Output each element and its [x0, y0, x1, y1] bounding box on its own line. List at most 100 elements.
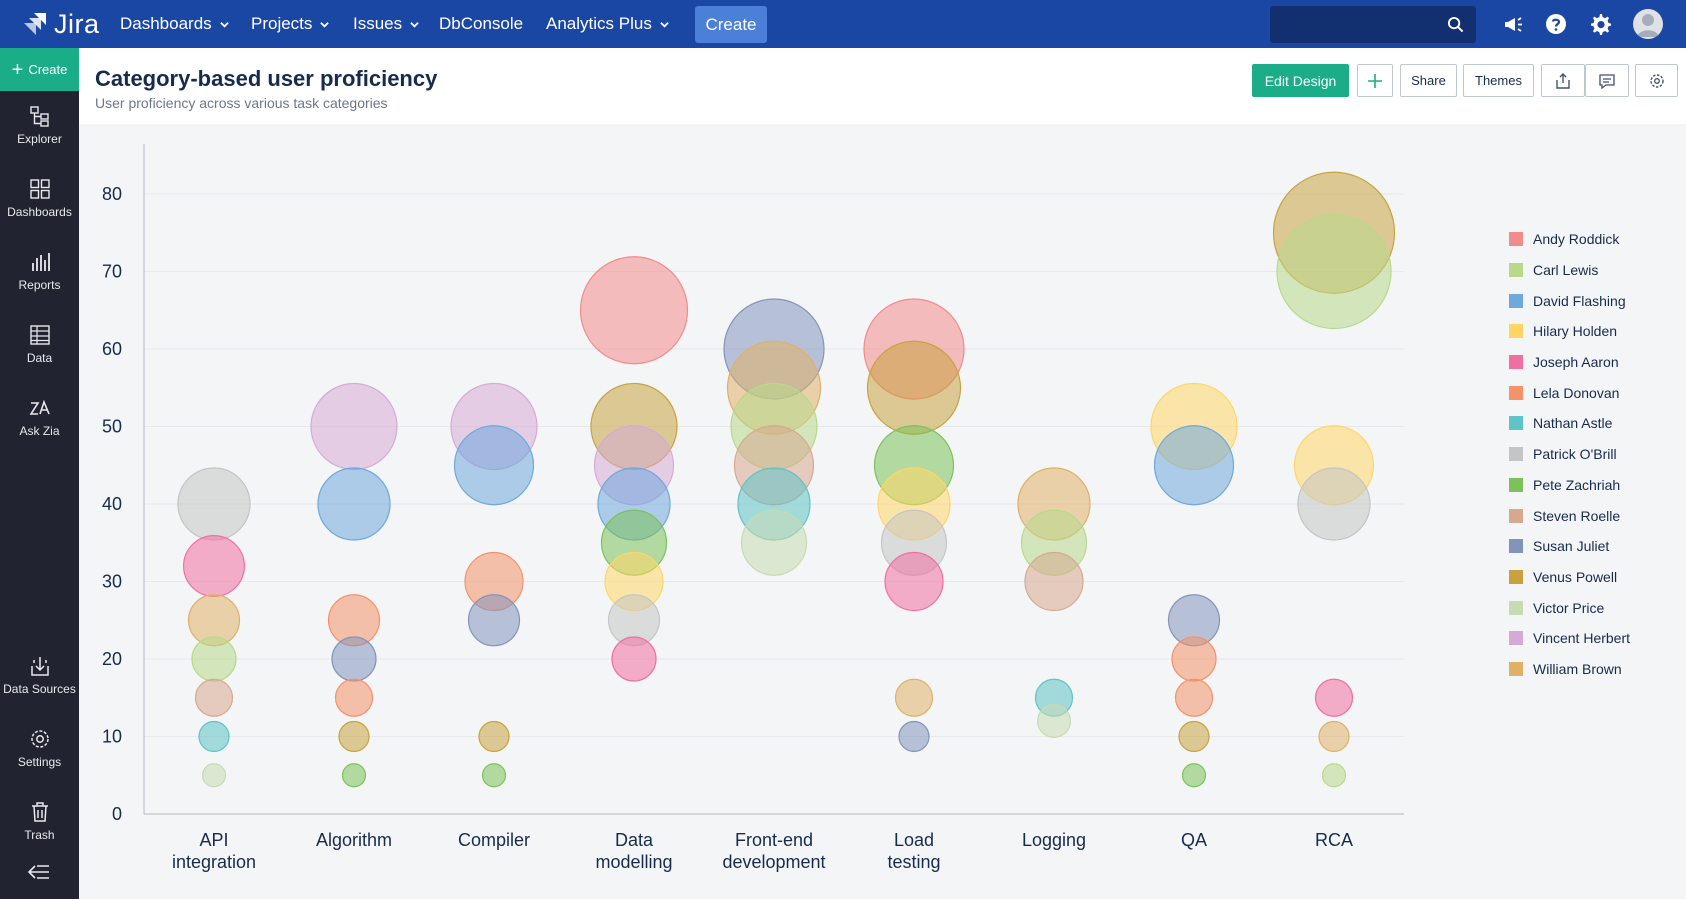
legend-item[interactable]: Joseph Aaron	[1509, 347, 1685, 378]
bubble-point[interactable]	[1276, 213, 1392, 330]
legend-item[interactable]: Carl Lewis	[1509, 255, 1685, 286]
bubble-point[interactable]	[1318, 720, 1350, 753]
sidebar-item-settings[interactable]: Settings	[0, 721, 79, 785]
legend-item[interactable]: Nathan Astle	[1509, 408, 1685, 439]
legend-item[interactable]: Venus Powell	[1509, 562, 1685, 593]
data-sources-icon	[30, 657, 49, 676]
legend-item[interactable]: Steven Roelle	[1509, 500, 1685, 531]
nav-projects[interactable]: Projects	[251, 0, 330, 48]
bubble-point[interactable]	[467, 594, 521, 647]
export-button[interactable]	[1541, 64, 1585, 97]
legend-swatch	[1509, 600, 1523, 615]
nav-issues-label: Issues	[353, 14, 403, 33]
bubble-point[interactable]	[338, 720, 370, 753]
bubble-point[interactable]	[1036, 703, 1071, 738]
ask-zia-icon	[29, 399, 50, 415]
collapse-sidebar-icon[interactable]	[27, 863, 51, 881]
help-icon[interactable]	[1544, 12, 1568, 36]
legend-item[interactable]: David Flashing	[1509, 285, 1685, 316]
legend-item[interactable]: Susan Juliet	[1509, 531, 1685, 562]
bubble-point[interactable]	[201, 763, 227, 788]
left-sidebar: + Create Explorer Dashboards Reports Dat…	[0, 48, 79, 899]
legend-swatch	[1509, 385, 1523, 400]
bubble-point[interactable]	[866, 340, 962, 435]
legend-item[interactable]: William Brown	[1509, 654, 1685, 685]
bubble-point[interactable]	[331, 636, 377, 682]
bubble-point[interactable]	[1297, 467, 1371, 541]
sidebar-item-trash[interactable]: Trash	[0, 794, 79, 858]
sidebar-item-explorer[interactable]: Explorer	[0, 98, 79, 162]
legend-swatch	[1509, 569, 1523, 584]
settings-button[interactable]	[1635, 64, 1678, 97]
nav-issues[interactable]: Issues	[353, 0, 419, 48]
user-avatar-icon	[1637, 14, 1659, 37]
comment-icon	[1599, 73, 1615, 89]
nav-create-button[interactable]: Create	[695, 6, 767, 43]
bubble-point[interactable]	[198, 720, 230, 753]
bubble-point[interactable]	[1181, 763, 1207, 788]
share-button[interactable]: Share	[1400, 64, 1457, 97]
jira-logo[interactable]: Jira	[22, 9, 100, 39]
bubble-point[interactable]	[194, 678, 234, 717]
legend-item[interactable]: Pete Zachriah	[1509, 470, 1685, 501]
bubble-point[interactable]	[341, 763, 367, 788]
legend-swatch	[1509, 416, 1523, 431]
chart-area: 0 10 20 30 40 50 60 70 80 API integration Algorithm…	[79, 124, 1686, 899]
bubble-point[interactable]	[884, 551, 944, 612]
legend-item[interactable]: Lela Donovan	[1509, 377, 1685, 408]
legend-label: Lela Donovan	[1533, 384, 1620, 401]
bubble-point[interactable]	[182, 535, 245, 598]
legend-label: David Flashing	[1533, 292, 1626, 309]
sidebar-item-ask-zia[interactable]: Ask Zia	[0, 390, 79, 454]
legend-label: Steven Roelle	[1533, 507, 1621, 524]
dashboards-icon	[29, 179, 50, 199]
sidebar-item-reports[interactable]: Reports	[0, 244, 79, 308]
legend-item[interactable]: Victor Price	[1509, 592, 1685, 623]
nav-analytics-plus[interactable]: Analytics Plus	[546, 0, 669, 48]
legend-item[interactable]: Patrick O'Brill	[1509, 439, 1685, 470]
bubble-point[interactable]	[191, 636, 237, 682]
legend-item[interactable]: Hilary Holden	[1509, 316, 1685, 347]
bubble-point[interactable]	[1174, 678, 1214, 717]
bubble-point[interactable]	[177, 467, 251, 541]
sidebar-item-data[interactable]: Data	[0, 317, 79, 381]
add-button[interactable]	[1357, 64, 1393, 97]
bubble-point[interactable]	[317, 467, 391, 541]
bubble-point[interactable]	[1153, 425, 1235, 506]
bubble-point[interactable]	[740, 509, 808, 576]
bubble-point[interactable]	[478, 720, 510, 753]
bubble-point[interactable]	[894, 678, 934, 717]
gear-icon[interactable]	[1588, 12, 1612, 36]
bubble-point[interactable]	[579, 256, 689, 365]
settings-icon	[30, 730, 49, 748]
bubble-point[interactable]	[1314, 678, 1354, 717]
bubble-point[interactable]	[310, 382, 398, 471]
logo-text: Jira	[54, 8, 100, 39]
top-navigation-bar: Jira Dashboards Projects Issues DbConsol…	[0, 0, 1686, 48]
nav-dashboards[interactable]: Dashboards	[120, 0, 229, 48]
sidebar-item-data-sources[interactable]: Data Sources	[0, 648, 79, 712]
bubble-point[interactable]	[1321, 763, 1347, 788]
bubble-point[interactable]	[611, 636, 657, 682]
bubble-point[interactable]	[334, 678, 374, 717]
bubble-point[interactable]	[1171, 636, 1217, 682]
bubble-point[interactable]	[1178, 720, 1210, 753]
themes-button[interactable]: Themes	[1463, 64, 1534, 97]
bubble-point[interactable]	[898, 720, 930, 753]
reports-icon	[31, 253, 50, 271]
bubble-point[interactable]	[481, 763, 507, 788]
legend-label: Carl Lewis	[1533, 262, 1599, 279]
comment-button[interactable]	[1585, 64, 1629, 97]
megaphone-icon[interactable]	[1501, 12, 1525, 36]
edit-design-button[interactable]: Edit Design	[1252, 64, 1349, 97]
sidebar-item-dashboards[interactable]: Dashboards	[0, 171, 79, 235]
bubble-point[interactable]	[1024, 551, 1084, 612]
legend-item[interactable]: Andy Roddick	[1509, 224, 1685, 255]
search-input[interactable]	[1270, 6, 1476, 43]
legend-swatch	[1509, 324, 1523, 339]
sidebar-create-button[interactable]: + Create	[0, 48, 79, 91]
nav-dbconsole[interactable]: DbConsole	[439, 0, 523, 48]
legend-item[interactable]: Vincent Herbert	[1509, 623, 1685, 654]
avatar[interactable]	[1633, 9, 1663, 39]
bubble-point[interactable]	[453, 425, 535, 506]
